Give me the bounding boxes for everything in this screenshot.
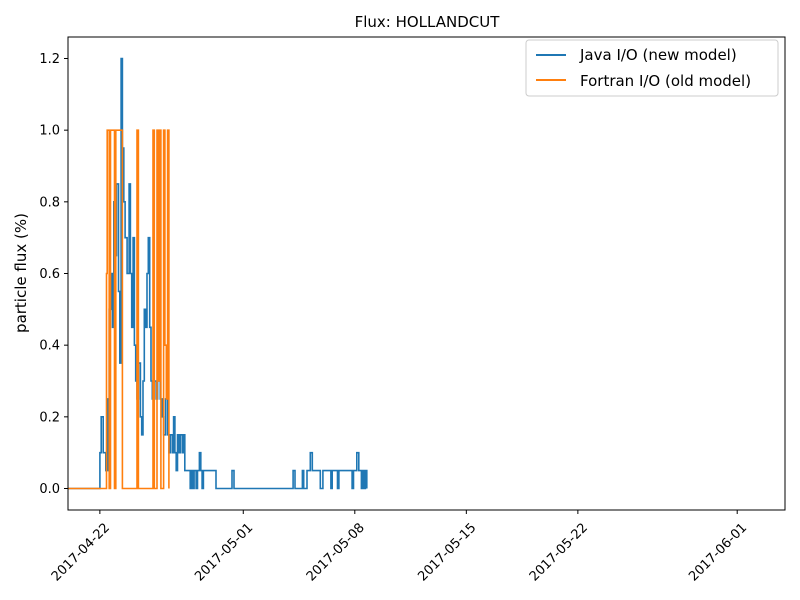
y-axis-title: particle flux (%) xyxy=(12,213,30,333)
plot-series xyxy=(68,57,368,490)
series-line-fortran xyxy=(68,129,170,490)
y-tick-label: 1.2 xyxy=(39,52,60,67)
y-tick-label: 1.0 xyxy=(39,124,60,139)
y-tick-label: 0.0 xyxy=(39,482,60,497)
x-tick-label: 2017-05-01 xyxy=(192,520,256,584)
series-line-java xyxy=(68,57,368,490)
legend: Java I/O (new model) Fortran I/O (old mo… xyxy=(525,39,779,97)
y-tick-label: 0.4 xyxy=(39,339,60,354)
y-axis: 0.0 0.2 0.4 0.6 0.8 1.0 1.2 xyxy=(39,52,68,497)
x-tick-label: 2017-06-01 xyxy=(686,520,750,584)
x-tick-label: 2017-05-15 xyxy=(415,520,479,584)
x-tick-label: 2017-05-22 xyxy=(527,520,591,584)
legend-frame xyxy=(525,39,779,97)
y-tick-label: 0.8 xyxy=(39,195,60,210)
chart-title: Flux: HOLLANDCUT xyxy=(355,13,501,31)
x-axis: 2017-04-22 2017-05-01 2017-05-08 2017-05-15… xyxy=(49,510,750,584)
x-tick-label: 2017-05-08 xyxy=(304,520,368,584)
y-tick-label: 0.2 xyxy=(39,410,60,425)
legend-label-java: Java I/O (new model) xyxy=(579,46,737,64)
x-tick-label: 2017-04-22 xyxy=(49,520,113,584)
legend-label-fortran: Fortran I/O (old model) xyxy=(580,72,751,90)
y-tick-label: 0.6 xyxy=(39,267,60,282)
